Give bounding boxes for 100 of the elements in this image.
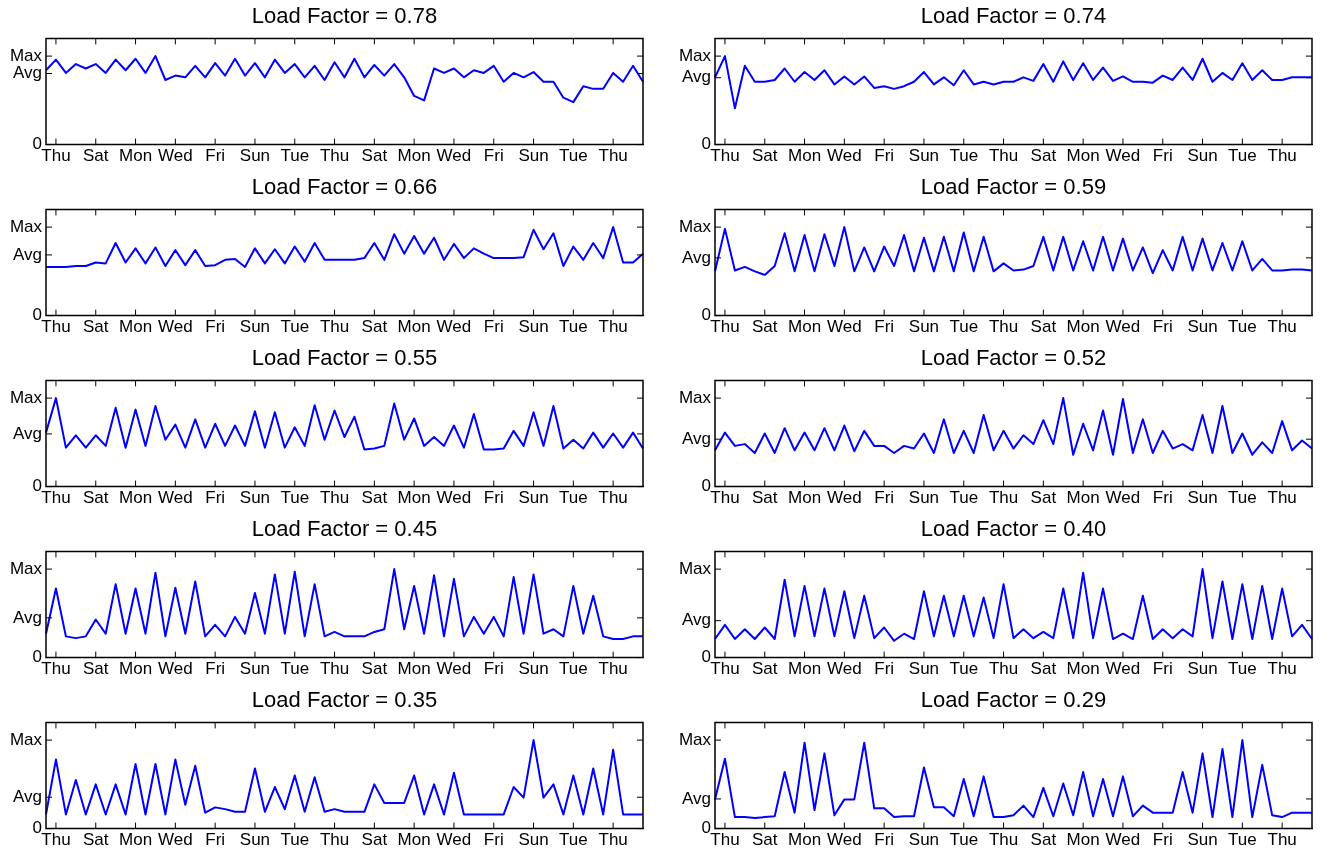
x-tick-label: Sat [82,830,109,850]
x-tick-label: Mon [119,830,153,850]
text: Avg [13,63,42,83]
x-tick-label: Mon [1066,488,1100,508]
x-tick-label: Tue [280,146,310,166]
x-tick-label: Mon [788,488,822,508]
x-tick-label: Mon [119,317,153,337]
text: Avg [13,786,42,806]
x-tick-label: Sat [1030,830,1057,850]
x-tick-label: Sat [82,488,109,508]
x-tick-label: Thu [598,317,628,337]
x-tick-label: Thu [710,146,740,166]
x-tick-label: Sat [751,146,778,166]
x-tick-label: Sun [1187,830,1218,850]
x-tick-label: Wed [436,830,472,850]
x-tick-label: Sun [518,659,549,679]
x-tick-label: Sun [908,317,940,337]
text: Avg [682,247,711,267]
x-tick-label: Tue [280,830,310,850]
chart-title: Load Factor = 0.40 [920,516,1107,542]
x-tick-label: Wed [1105,659,1141,679]
x-tick-label: Thu [319,317,350,337]
x-tick-label: Sun [908,830,940,850]
x-tick-label: Wed [827,830,862,850]
x-tick-label: Mon [1066,146,1100,166]
text: Max [678,216,712,236]
x-tick-label: Tue [949,488,979,508]
x-tick-label: Wed [158,488,193,508]
x-tick-label: Sat [82,659,109,679]
x-tick-label: Sat [361,146,388,166]
x-tick-label: Wed [827,146,862,166]
x-tick-label: Tue [1228,146,1257,166]
x-tick-label: Sun [1187,146,1218,166]
x-tick-label: Wed [827,317,862,337]
text: Avg [13,244,42,264]
x-tick-label: Thu [710,488,740,508]
x-tick-label: Mon [1066,317,1100,337]
x-tick-label: Mon [788,830,822,850]
text: 0 [701,818,711,838]
x-tick-label: Wed [1105,146,1141,166]
x-tick-label: Sat [82,317,109,337]
x-tick-label: Thu [988,659,1019,679]
x-tick-label: Sun [1187,659,1218,679]
x-tick-label: Sat [751,488,778,508]
x-tick-label: Thu [41,317,71,337]
x-tick-label: Sat [1030,146,1057,166]
text: Avg [682,788,711,808]
x-tick-label: Sat [361,659,388,679]
text: Avg [682,610,711,630]
text: Max [678,558,712,578]
text: 0 [701,134,711,154]
chart-title: Load Factor = 0.78 [251,3,438,29]
text: 0 [701,476,711,496]
x-tick-label: Thu [41,659,71,679]
x-tick-label: Tue [1228,830,1257,850]
x-tick-label: Wed [1105,317,1141,337]
x-tick-label: Thu [41,830,71,850]
x-tick-label: Tue [559,830,588,850]
text: 0 [32,134,42,154]
x-tick-label: Mon [788,317,822,337]
x-tick-label: Thu [988,317,1019,337]
x-tick-label: Mon [119,659,153,679]
x-tick-label: Thu [1267,317,1297,337]
x-tick-label: Mon [397,659,431,679]
x-tick-label: Thu [1267,830,1297,850]
x-tick-label: Mon [397,488,431,508]
x-tick-label: Tue [1228,488,1257,508]
x-tick-label: Tue [280,659,310,679]
x-tick-label: Sun [908,488,940,508]
x-tick-label: Thu [598,488,628,508]
x-tick-label: Tue [559,488,588,508]
chart-title: Load Factor = 0.59 [920,174,1107,200]
x-tick-label: Thu [598,146,628,166]
x-tick-label: Fri [1152,830,1173,850]
x-tick-label: Fri [483,830,504,850]
x-tick-label: Sat [1030,317,1057,337]
x-tick-label: Tue [280,488,310,508]
x-tick-label: Mon [788,146,822,166]
x-tick-label: Sat [82,146,109,166]
x-tick-label: Thu [1267,659,1297,679]
x-tick-label: Fri [1152,317,1173,337]
x-tick-label: Thu [1267,146,1297,166]
x-tick-label: Thu [598,830,628,850]
x-tick-label: Fri [1152,146,1173,166]
x-tick-label: Sun [518,317,549,337]
text: 0 [32,647,42,667]
x-tick-label: Thu [710,830,740,850]
x-tick-label: Thu [41,146,71,166]
x-tick-label: Wed [158,659,193,679]
chart-title: Load Factor = 0.45 [251,516,438,542]
chart-title: Load Factor = 0.35 [251,687,438,713]
x-tick-label: Mon [397,146,431,166]
text: Max [678,729,712,749]
x-tick-label: Sat [751,659,778,679]
x-tick-label: Fri [874,659,895,679]
text: 0 [701,647,711,667]
text: 0 [32,476,42,496]
x-tick-label: Thu [988,488,1019,508]
text: Avg [13,607,42,627]
x-tick-label: Sun [1187,488,1218,508]
